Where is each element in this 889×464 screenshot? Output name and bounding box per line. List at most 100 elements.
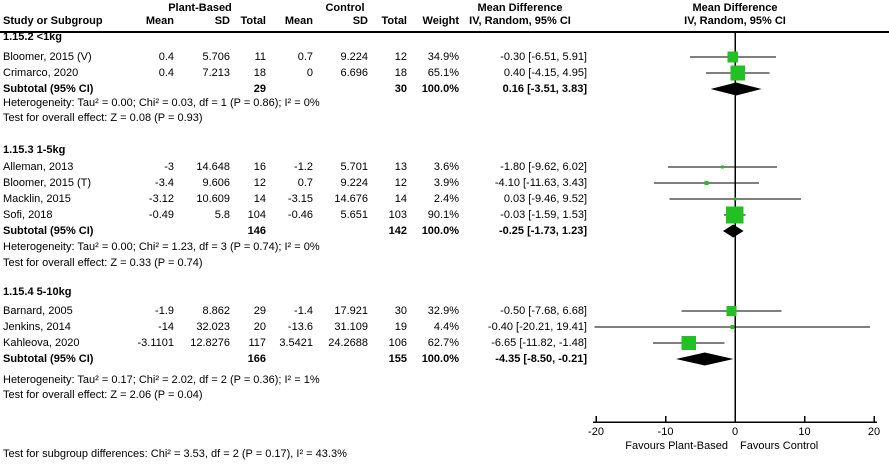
total-cell: 142 (388, 224, 407, 237)
heterogeneity-text: Heterogeneity: Tau² = 0.00; Chi² = 0.03,… (3, 96, 320, 109)
mean-cell: 0.7 (297, 176, 313, 189)
sd-cell: 14.648 (196, 160, 230, 173)
total-cell: 12 (253, 176, 266, 189)
sd-cell: 8.862 (202, 304, 230, 317)
axis-tick-label: -20 (588, 426, 604, 438)
column-header-mean-control: Mean (284, 15, 313, 27)
column-header-md-ci: IV, Random, 95% CI (469, 15, 571, 27)
total-cell: 18 (253, 66, 266, 79)
weight-cell: 100.0% (421, 82, 459, 95)
study-name: Crimarco, 2020 (3, 66, 79, 79)
effect-square (726, 305, 737, 317)
total-cell: 18 (394, 66, 407, 79)
md-ci-cell: 0.40 [-4.15, 4.95] (503, 66, 587, 79)
study-name: Macklin, 2015 (3, 192, 71, 205)
total-cell: 30 (394, 82, 407, 95)
mean-cell: -3.15 (287, 192, 313, 205)
md-ci-cell: -0.30 [-6.51, 5.91] (500, 50, 587, 63)
mean-cell: 0.7 (297, 50, 313, 63)
total-cell: 19 (394, 320, 407, 333)
total-cell: 29 (253, 304, 266, 317)
study-name: Kahleova, 2020 (3, 336, 80, 349)
subtotal-label: Subtotal (95% CI) (3, 82, 94, 95)
md-ci-cell: 0.16 [-3.51, 3.83] (502, 82, 587, 95)
mean-cell: -1.4 (294, 304, 313, 317)
weight-cell: 4.4% (433, 320, 459, 333)
mean-cell: -1.9 (155, 304, 174, 317)
md-ci-cell: -4.10 [-11.63, 3.43] (494, 176, 587, 189)
mean-cell: 0 (306, 66, 313, 79)
mean-cell: -14 (158, 320, 174, 333)
total-cell: 104 (247, 208, 266, 221)
total-cell: 12 (394, 50, 407, 63)
sd-cell: 32.023 (196, 320, 230, 333)
axis-tick-label: 20 (867, 426, 881, 438)
total-cell: 14 (394, 192, 407, 205)
study-name: Sofi, 2018 (3, 208, 53, 221)
effect-square (681, 335, 696, 351)
md-ci-cell: -0.50 [-7.68, 6.68] (500, 304, 587, 317)
total-cell: 103 (388, 208, 407, 221)
study-name: Jenkins, 2014 (3, 320, 71, 333)
column-header-total-plant: Total (240, 15, 266, 27)
total-cell: 29 (253, 82, 266, 95)
plot-title: Mean Difference (692, 2, 778, 14)
md-ci-cell: -6.65 [-11.82, -1.48] (491, 336, 587, 349)
total-cell: 14 (253, 192, 266, 205)
axis-tick-label: 0 (731, 426, 739, 438)
heterogeneity-text: Heterogeneity: Tau² = 0.17; Chi² = 2.02,… (3, 373, 320, 386)
column-header-mean-plant: Mean (145, 15, 174, 27)
total-cell: 106 (388, 336, 407, 349)
study-name: Barnard, 2005 (3, 304, 73, 317)
sd-cell: 31.109 (334, 320, 368, 333)
sd-cell: 12.8276 (190, 336, 230, 349)
mean-cell: -3 (164, 160, 174, 173)
effect-square (727, 51, 739, 63)
sd-cell: 24.2688 (328, 336, 368, 349)
effect-square (704, 181, 709, 185)
axis-label-favours-left: Favours Plant-Based (625, 440, 728, 452)
subtotal-diamond (710, 82, 762, 96)
mean-cell: -3.1101 (137, 336, 175, 349)
subtotal-diamond (722, 224, 744, 238)
md-ci-cell: -4.35 [-8.50, -0.21] (495, 352, 587, 365)
subgroup-title: 1.15.4 5-10kg (3, 285, 72, 298)
effect-square (730, 65, 746, 81)
overall-effect-text: Test for overall effect: Z = 0.08 (P = 0… (3, 111, 203, 124)
weight-cell: 100.0% (421, 352, 459, 365)
weight-cell: 62.7% (427, 336, 459, 349)
sd-cell: 7.213 (202, 66, 230, 79)
sd-cell: 10.609 (196, 192, 230, 205)
sd-cell: 17.921 (334, 304, 368, 317)
mean-cell: -0.46 (287, 208, 313, 221)
overall-effect-text: Test for overall effect: Z = 0.33 (P = 0… (3, 256, 203, 269)
mean-cell: -0.49 (148, 208, 174, 221)
md-ci-cell: -0.40 [-20.21, 19.41] (487, 320, 587, 333)
mean-cell: 0.4 (158, 50, 174, 63)
sd-cell: 5.8 (214, 208, 230, 221)
effect-square (730, 325, 735, 329)
sd-cell: 5.701 (340, 160, 368, 173)
effect-square (720, 165, 725, 169)
md-ci-cell: -0.03 [-1.59, 1.53] (500, 208, 587, 221)
total-cell: 11 (254, 50, 266, 63)
total-cell: 13 (394, 160, 407, 173)
subtotal-label: Subtotal (95% CI) (3, 224, 94, 237)
total-cell: 20 (253, 320, 266, 333)
axis-tick-label: -10 (657, 426, 674, 438)
mean-cell: 0.4 (158, 66, 174, 79)
sd-cell: 5.706 (202, 50, 230, 63)
subgroup-title: 1.15.3 1-5kg (3, 143, 66, 156)
weight-cell: 2.4% (433, 192, 459, 205)
header-divider (0, 31, 889, 33)
md-ci-cell: -1.80 [-9.62, 6.02] (500, 160, 587, 173)
total-cell: 166 (247, 352, 266, 365)
overall-effect-text: Test for overall effect: Z = 2.06 (P = 0… (3, 388, 203, 401)
axis-tick-label: 10 (798, 426, 811, 438)
column-header-total-control: Total (381, 15, 407, 27)
heterogeneity-text: Heterogeneity: Tau² = 0.00; Chi² = 1.23,… (3, 240, 320, 253)
total-cell: 30 (394, 304, 407, 317)
total-cell: 16 (253, 160, 266, 173)
subgroup-title: 1.15.2 <1kg (3, 30, 63, 43)
